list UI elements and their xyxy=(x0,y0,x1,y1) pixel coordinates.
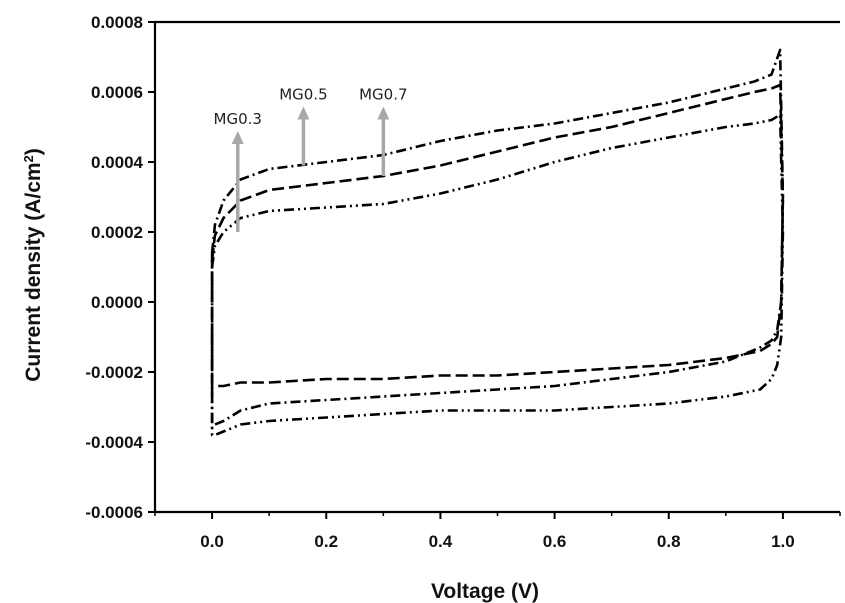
plot-frame xyxy=(153,20,840,514)
annotation-label: MG0.3 xyxy=(214,110,262,128)
annotation-label: MG0.5 xyxy=(279,86,327,104)
y-tick-label: 0.0008 xyxy=(91,13,143,32)
annotation-arrow-head xyxy=(231,131,244,144)
annotation-label: MG0.7 xyxy=(359,86,407,104)
x-tick-label: 1.0 xyxy=(771,532,795,551)
x-tick-label: 0.4 xyxy=(429,532,453,551)
series-layer xyxy=(210,48,785,437)
y-tick-label: 0.0006 xyxy=(91,83,143,102)
x-axis-title: Voltage (V) xyxy=(431,580,539,603)
y-tick-label: 0.0002 xyxy=(91,223,143,242)
y-axis-title-main: Current density (A/cm xyxy=(22,162,45,381)
y-axis-title-close: ) xyxy=(22,148,45,155)
x-tick-label: 0.6 xyxy=(543,532,567,551)
x-tick-label: 0.0 xyxy=(200,532,224,551)
y-tick-label: -0.0004 xyxy=(85,433,143,452)
series-line-1 xyxy=(210,113,785,437)
y-tick-label: 0.0004 xyxy=(91,153,144,172)
annotation-arrow-head xyxy=(377,106,390,120)
y-tick-label: -0.0002 xyxy=(85,363,143,382)
x-axis: 0.0 0.2 0.4 0.6 0.8 1.0 xyxy=(154,512,841,551)
y-tick-label: 0.0000 xyxy=(91,293,143,312)
y-axis: -0.0006 -0.0004 -0.0002 0.0000 0.0002 0.0004 0… xyxy=(85,13,155,522)
y-axis-title-sup: 2 xyxy=(21,155,36,162)
annotation-arrow-head xyxy=(297,106,310,120)
y-axis-title: Current density (A/cm2) xyxy=(21,148,46,382)
series-line-2 xyxy=(210,83,785,388)
y-tick-label: -0.0006 xyxy=(85,503,143,522)
series-line-3 xyxy=(210,48,785,430)
annotation-layer: MG0.3 MG0.5 MG0.7 xyxy=(214,86,408,232)
x-tick-label: 0.8 xyxy=(657,532,681,551)
x-tick-label: 0.2 xyxy=(314,532,338,551)
